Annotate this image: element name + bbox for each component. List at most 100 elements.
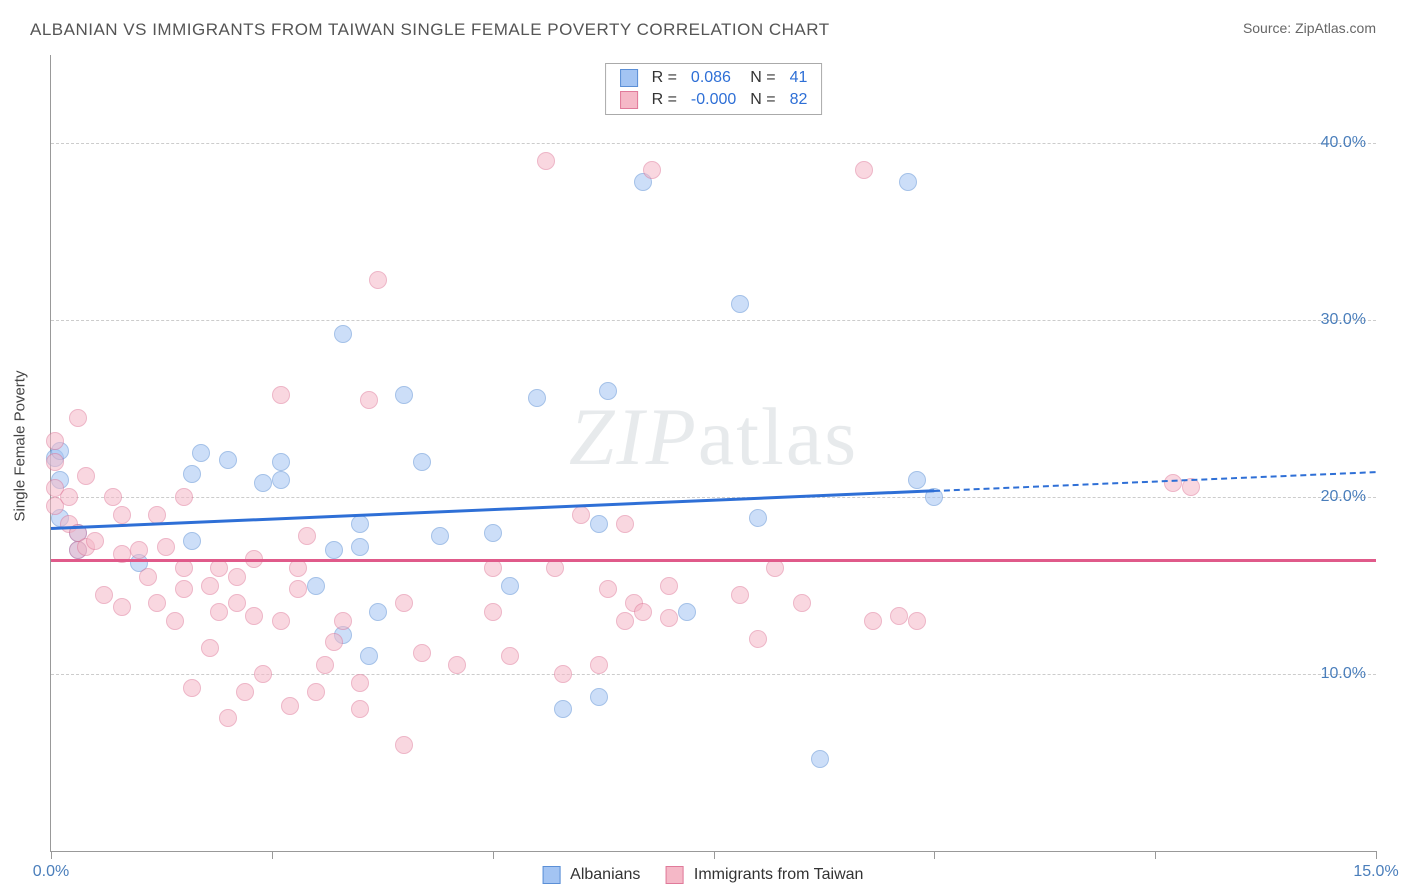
- data-point: [60, 488, 78, 506]
- data-point: [528, 389, 546, 407]
- legend-item-albanians: Albanians: [543, 866, 641, 884]
- data-point: [254, 665, 272, 683]
- data-point: [501, 577, 519, 595]
- data-point: [236, 683, 254, 701]
- data-point: [546, 559, 564, 577]
- data-point: [616, 612, 634, 630]
- series-legend: Albanians Immigrants from Taiwan: [543, 866, 864, 884]
- x-tick-label: 15.0%: [1353, 863, 1398, 881]
- data-point: [908, 471, 926, 489]
- data-point: [660, 609, 678, 627]
- r-label: R =: [646, 68, 683, 88]
- data-point: [272, 386, 290, 404]
- correlation-legend: R = 0.086 N = 41 R = -0.000 N = 82: [605, 63, 823, 115]
- data-point: [210, 559, 228, 577]
- watermark: ZIPatlas: [569, 390, 858, 484]
- trend-line: [51, 559, 1376, 562]
- data-point: [201, 577, 219, 595]
- y-tick-label: 30.0%: [1321, 311, 1366, 329]
- y-tick-label: 40.0%: [1321, 134, 1366, 152]
- data-point: [590, 688, 608, 706]
- data-point: [175, 488, 193, 506]
- data-point: [183, 532, 201, 550]
- data-point: [554, 665, 572, 683]
- data-point: [369, 603, 387, 621]
- n-value-2: 82: [784, 90, 814, 110]
- data-point: [245, 607, 263, 625]
- data-point: [175, 559, 193, 577]
- data-point: [289, 559, 307, 577]
- data-point: [599, 382, 617, 400]
- data-point: [554, 700, 572, 718]
- source-label: Source: ZipAtlas.com: [1243, 20, 1376, 36]
- legend-swatch-icon: [543, 866, 561, 884]
- data-point: [855, 161, 873, 179]
- data-point: [590, 656, 608, 674]
- data-point: [192, 444, 210, 462]
- data-point: [899, 173, 917, 191]
- legend-row-2: R = -0.000 N = 82: [614, 90, 814, 110]
- data-point: [599, 580, 617, 598]
- data-point: [484, 524, 502, 542]
- gridline: [51, 143, 1376, 144]
- data-point: [749, 630, 767, 648]
- data-point: [307, 577, 325, 595]
- y-tick-label: 10.0%: [1321, 665, 1366, 683]
- x-tick: [272, 851, 273, 859]
- data-point: [254, 474, 272, 492]
- data-point: [395, 386, 413, 404]
- data-point: [183, 465, 201, 483]
- data-point: [351, 515, 369, 533]
- data-point: [351, 538, 369, 556]
- y-axis-title: Single Female Poverty: [12, 371, 29, 522]
- data-point: [219, 709, 237, 727]
- data-point: [307, 683, 325, 701]
- legend-item-taiwan: Immigrants from Taiwan: [665, 866, 863, 884]
- gridline: [51, 320, 1376, 321]
- data-point: [413, 644, 431, 662]
- data-point: [660, 577, 678, 595]
- data-point: [325, 633, 343, 651]
- data-point: [272, 612, 290, 630]
- data-point: [811, 750, 829, 768]
- data-point: [678, 603, 696, 621]
- r-value-2: -0.000: [685, 90, 742, 110]
- legend-label: Immigrants from Taiwan: [694, 866, 864, 883]
- data-point: [281, 697, 299, 715]
- data-point: [360, 391, 378, 409]
- n-label: N =: [744, 90, 781, 110]
- data-point: [95, 586, 113, 604]
- data-point: [210, 603, 228, 621]
- data-point: [46, 453, 64, 471]
- data-point: [183, 679, 201, 697]
- trend-line: [934, 471, 1376, 492]
- data-point: [86, 532, 104, 550]
- data-point: [334, 325, 352, 343]
- data-point: [69, 409, 87, 427]
- data-point: [634, 603, 652, 621]
- data-point: [113, 598, 131, 616]
- data-point: [572, 506, 590, 524]
- data-point: [148, 594, 166, 612]
- data-point: [413, 453, 431, 471]
- data-point: [334, 612, 352, 630]
- scatter-chart: ZIPatlas R = 0.086 N = 41 R = -0.000 N =…: [50, 55, 1376, 852]
- data-point: [219, 451, 237, 469]
- n-label: N =: [744, 68, 781, 88]
- data-point: [325, 541, 343, 559]
- data-point: [749, 509, 767, 527]
- data-point: [289, 580, 307, 598]
- data-point: [157, 538, 175, 556]
- data-point: [46, 432, 64, 450]
- data-point: [766, 559, 784, 577]
- n-value-1: 41: [784, 68, 814, 88]
- y-tick-label: 20.0%: [1321, 488, 1366, 506]
- data-point: [228, 594, 246, 612]
- x-tick: [51, 851, 52, 859]
- data-point: [484, 603, 502, 621]
- legend-swatch-taiwan-icon: [620, 91, 638, 109]
- data-point: [166, 612, 184, 630]
- legend-label: Albanians: [570, 866, 640, 883]
- data-point: [616, 515, 634, 533]
- data-point: [395, 594, 413, 612]
